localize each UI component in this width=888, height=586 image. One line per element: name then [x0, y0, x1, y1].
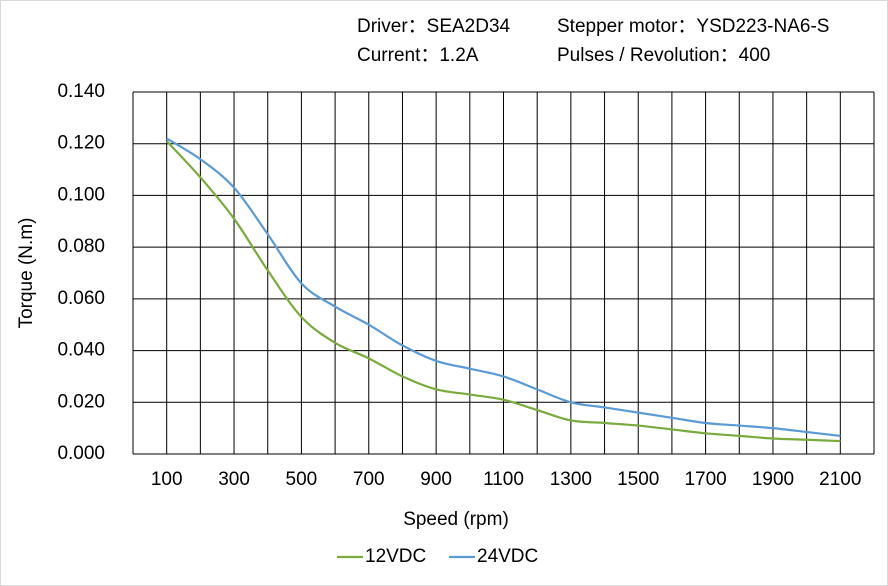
- y-tick-label: 0.100: [57, 184, 105, 205]
- annotation: Pulses / Revolution：400: [557, 45, 770, 66]
- line-series: [165, 140, 841, 443]
- y-tick-label: 0.040: [57, 340, 105, 361]
- x-tick-label: 1500: [617, 469, 659, 490]
- y-tick-label: 0.060: [57, 288, 105, 309]
- y-axis-title: Torque (N.m): [16, 218, 37, 329]
- x-tick-label: 2100: [819, 469, 861, 490]
- y-tick-label: 0.000: [57, 443, 105, 464]
- x-tick-label: 1700: [684, 469, 726, 490]
- y-tick-label: 0.120: [57, 133, 105, 154]
- x-tick-label: 500: [286, 469, 318, 490]
- x-tick-label: 700: [353, 469, 385, 490]
- y-tick-label: 0.140: [57, 81, 105, 102]
- legend-label: 12VDC: [365, 546, 426, 567]
- annotation: Stepper motor：YSD223-NA6-S: [557, 16, 829, 37]
- x-tick-label: 1900: [752, 469, 794, 490]
- y-tick-label: 0.080: [57, 236, 105, 257]
- y-tick-label: 0.020: [57, 391, 105, 412]
- line-series: [166, 137, 841, 437]
- x-tick-label: 100: [151, 469, 183, 490]
- x-axis-title: Speed (rpm): [403, 509, 509, 530]
- annotation: Current：1.2A: [357, 45, 479, 66]
- annotation: Driver：SEA2D34: [357, 16, 511, 37]
- x-tick-label: 300: [218, 469, 250, 490]
- x-tick-label: 900: [420, 469, 452, 490]
- x-tick-label: 1100: [483, 469, 524, 490]
- x-tick-label: 1300: [550, 469, 592, 490]
- legend-label: 24VDC: [477, 546, 538, 567]
